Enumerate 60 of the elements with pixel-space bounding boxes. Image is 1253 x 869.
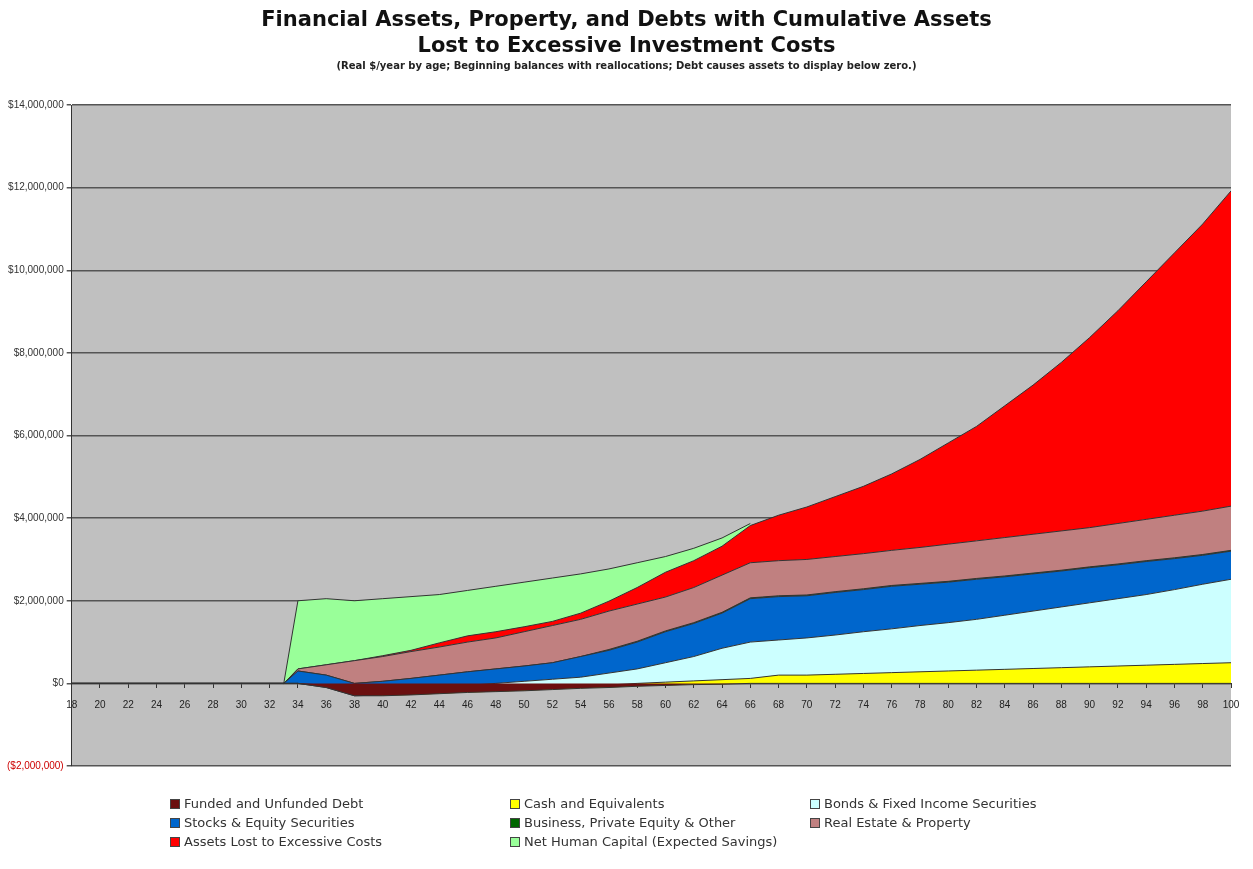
y-tick-label: $12,000,000 (8, 181, 65, 193)
x-tick-label: 72 (829, 699, 842, 711)
x-tick-label: 92 (1112, 699, 1124, 711)
x-tick-label: 36 (320, 699, 333, 711)
x-tick-label: 74 (857, 699, 870, 711)
x-tick-label: 82 (970, 699, 983, 711)
y-tick-label: $6,000,000 (13, 429, 65, 441)
x-tick-label: 58 (631, 699, 644, 711)
x-tick-label: 84 (999, 699, 1011, 711)
x-tick-label: 34 (292, 699, 304, 711)
x-tick-label: 56 (603, 699, 615, 711)
legend-label: Real Estate & Property (824, 815, 971, 830)
x-tick-label: 28 (207, 699, 220, 711)
x-tick-label: 94 (1140, 699, 1153, 711)
x-tick-label: 86 (1027, 699, 1040, 711)
x-tick-label: 96 (1168, 699, 1181, 711)
x-tick-label: 40 (377, 699, 389, 711)
y-tick-label: $0 (52, 677, 65, 689)
y-tick-label: $14,000,000 (8, 98, 65, 110)
y-tick-label: $10,000,000 (8, 264, 65, 275)
x-tick-label: 46 (462, 699, 474, 711)
x-tick-label: 32 (264, 699, 276, 711)
x-tick-label: 54 (575, 699, 587, 711)
x-tick-label: 60 (659, 699, 672, 711)
x-tick-label: 76 (886, 699, 898, 711)
x-tick-label: 80 (942, 699, 955, 711)
x-tick-label: 30 (235, 699, 248, 711)
x-tick-label: 44 (433, 699, 446, 711)
x-tick-label: 100 (1222, 699, 1240, 711)
chart-subtitle: (Real $/year by age; Beginning balances with reallocations; Debt causes assets to display below zero.) (335, 60, 918, 71)
chart-title: Financial Assets, Property, and Debts with Cumulative Assets Lost to Excessive Investment Costs (260, 6, 993, 58)
y-tick-label: $4,000,000 (13, 511, 65, 523)
x-tick-label: 78 (914, 699, 926, 711)
x-tick-label: 64 (716, 699, 729, 711)
legend-label: Business, Private Equity & Other (524, 815, 736, 830)
x-tick-label: 52 (546, 699, 559, 711)
x-tick-label: 26 (179, 699, 191, 711)
y-tick-label: $8,000,000 (13, 346, 65, 358)
legend-label: Assets Lost to Excessive Costs (184, 834, 383, 849)
x-tick-label: 88 (1055, 699, 1068, 711)
legend-label: Bonds & Fixed Income Securities (824, 796, 1037, 811)
x-tick-label: 48 (490, 699, 502, 711)
y-tick-label: $2,000,000 (13, 594, 65, 606)
y-tick-label: ($2,000,000) (6, 759, 64, 771)
x-tick-label: 24 (150, 699, 163, 711)
x-tick-label: 66 (744, 699, 757, 711)
x-tick-label: 38 (348, 699, 361, 711)
x-tick-label: 98 (1197, 699, 1209, 711)
x-tick-label: 62 (688, 699, 700, 711)
x-tick-label: 20 (94, 699, 106, 711)
legend-label: Net Human Capital (Expected Savings) (524, 834, 778, 849)
x-tick-label: 68 (773, 699, 785, 711)
x-tick-label: 70 (801, 699, 813, 711)
x-tick-label: 22 (122, 699, 135, 711)
x-tick-label: 42 (405, 699, 418, 711)
legend-label: Funded and Unfunded Debt (184, 796, 364, 811)
x-tick-label: 50 (518, 699, 531, 711)
legend-label: Stocks & Equity Securities (184, 815, 355, 830)
legend-label: Cash and Equivalents (524, 796, 665, 811)
x-tick-label: 90 (1084, 699, 1096, 711)
